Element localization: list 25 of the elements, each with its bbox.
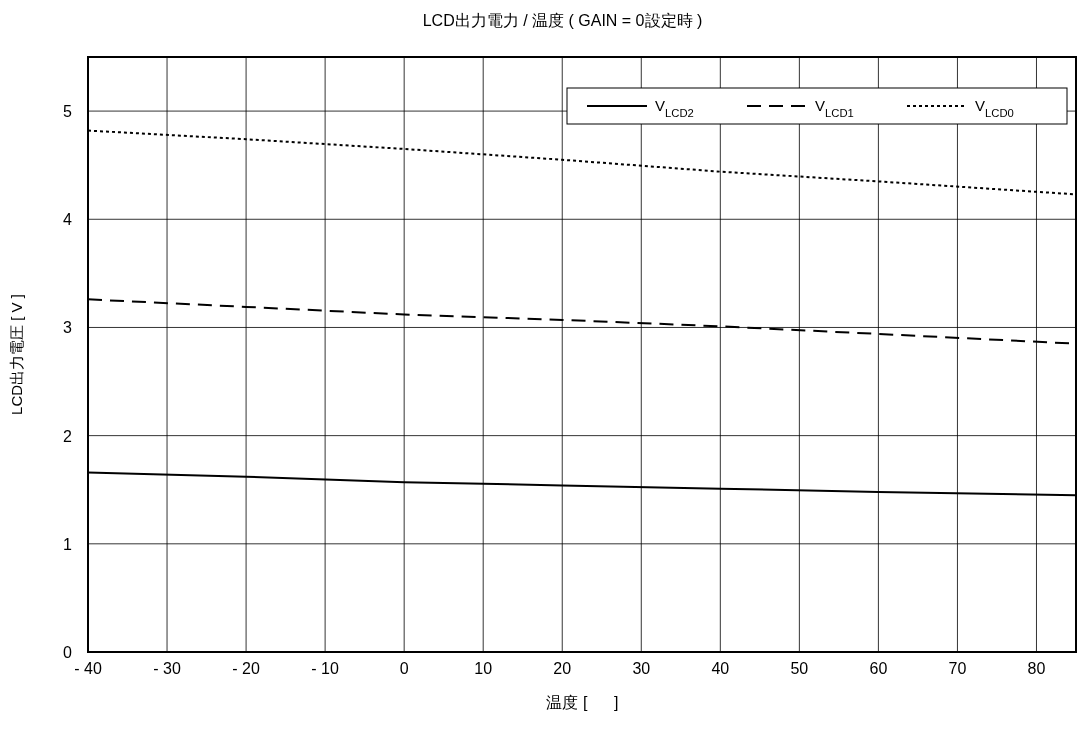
x-tick-label: 60 (869, 660, 888, 677)
y-tick-label: 4 (63, 211, 73, 229)
legend-label: V$_{LCD0}$ (975, 97, 1014, 119)
x-tick-label: - 20 (232, 660, 260, 677)
y-tick-label: 0 (63, 644, 73, 661)
y-tick-label: 3 (63, 319, 73, 337)
y-axis-title: LCD出力電圧 [ V ] (8, 294, 25, 415)
y-tick-label: 5 (63, 103, 73, 121)
x-axis-title: 温度 [ ] (546, 694, 619, 711)
y-tick-label: 1 (63, 535, 73, 553)
x-tick-label: - 30 (153, 660, 181, 677)
x-tick-label: 70 (948, 660, 967, 677)
legend-label: V$_{LCD2}$ (655, 97, 694, 119)
legend-label: V$_{LCD1}$ (815, 97, 854, 119)
x-tick-label: 30 (632, 660, 651, 677)
x-tick-label: - 10 (311, 660, 339, 677)
x-tick-label: 50 (790, 660, 809, 677)
x-tick-label: 10 (474, 660, 493, 677)
chart-title: LCD出力電力 / 温度 ( GAIN = 0設定時 ) (422, 12, 703, 29)
y-tick-label: 2 (63, 427, 73, 445)
x-tick-label: 80 (1027, 660, 1046, 677)
x-tick-label: 40 (711, 660, 730, 677)
x-tick-label: 0 (399, 660, 409, 677)
x-tick-label: - 40 (74, 660, 102, 677)
x-tick-label: 20 (553, 660, 572, 677)
